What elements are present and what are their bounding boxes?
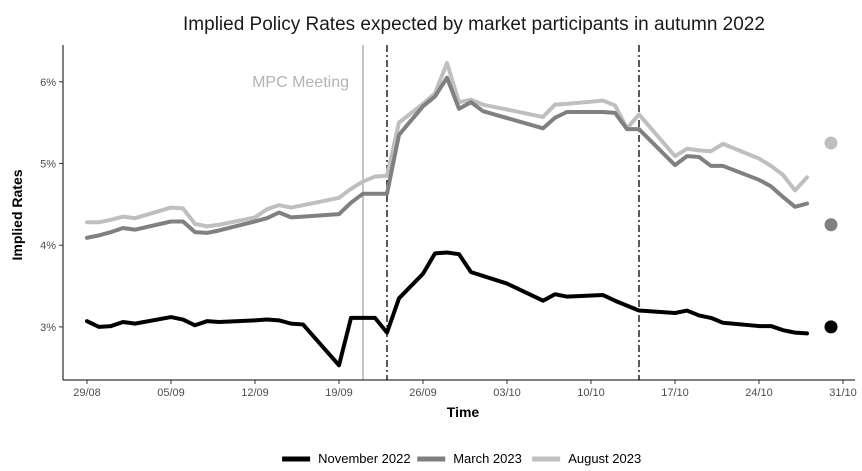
x-tick-label: 19/09	[325, 387, 353, 399]
annotations: MPC Meeting	[252, 74, 349, 91]
series-endpoint-point	[824, 136, 838, 150]
y-tick-label: 3%	[40, 322, 56, 334]
legend-label: March 2023	[453, 451, 522, 466]
x-tick-label: 10/10	[577, 387, 605, 399]
x-tick-label: 17/10	[661, 387, 689, 399]
chart-title: Implied Policy Rates expected by market …	[183, 14, 765, 35]
series-lines	[85, 60, 809, 368]
x-tick-label: 31/10	[829, 387, 857, 399]
y-axis-title: Implied Rates	[9, 169, 25, 260]
y-tick-label: 4%	[40, 240, 56, 252]
y-axis-ticks: 3% 4% 5% 6%	[40, 77, 63, 334]
x-tick-label: 12/09	[241, 387, 269, 399]
series-line	[85, 75, 809, 240]
legend-label: November 2022	[318, 451, 411, 466]
series-endpoint-point	[824, 320, 838, 334]
mpc-meeting-annotation: MPC Meeting	[252, 74, 349, 91]
legend: November 2022 March 2023 August 2023	[282, 451, 641, 466]
series-endpoints	[824, 136, 838, 334]
x-tick-label: 24/10	[745, 387, 773, 399]
x-tick-label: 03/10	[493, 387, 521, 399]
series-endpoint-point	[824, 218, 838, 232]
y-tick-label: 5%	[40, 158, 56, 170]
x-tick-label: 26/09	[409, 387, 437, 399]
y-tick-label: 6%	[40, 77, 56, 89]
series-line	[85, 250, 809, 368]
legend-label: August 2023	[568, 451, 641, 466]
vertical-reference-lines	[362, 45, 640, 380]
series-line	[85, 60, 809, 229]
x-tick-label: 05/09	[157, 387, 185, 399]
x-axis-ticks: 29/08 05/09 12/09 19/09 26/09 03/10 10/10 17/10…	[73, 380, 857, 399]
x-tick-label: 29/08	[73, 387, 101, 399]
x-axis-title: Time	[447, 404, 480, 420]
